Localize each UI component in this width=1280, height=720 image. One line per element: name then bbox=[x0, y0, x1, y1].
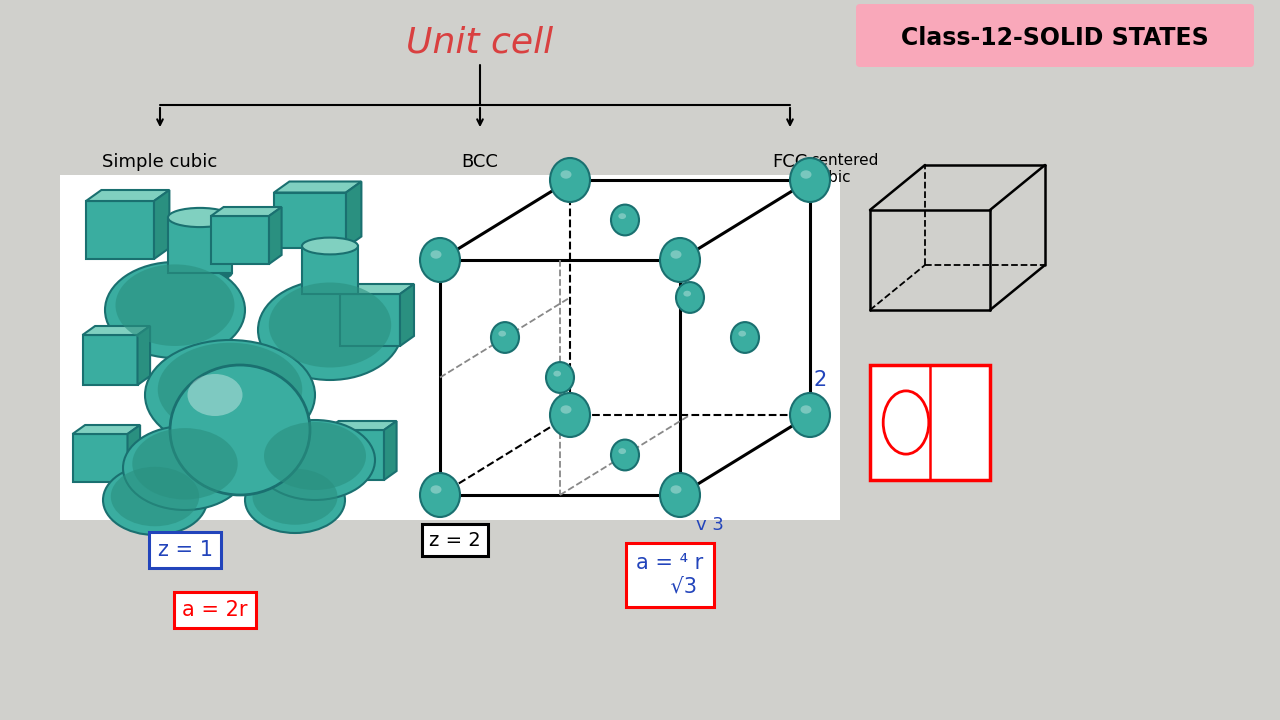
Ellipse shape bbox=[618, 213, 626, 219]
Polygon shape bbox=[137, 326, 150, 385]
Ellipse shape bbox=[790, 393, 829, 437]
Polygon shape bbox=[82, 326, 150, 335]
Ellipse shape bbox=[115, 264, 234, 346]
Bar bbox=[340, 294, 399, 346]
Ellipse shape bbox=[671, 485, 681, 494]
Bar bbox=[211, 216, 269, 264]
Ellipse shape bbox=[168, 263, 232, 282]
Text: a = ⁴ r
    √3: a = ⁴ r √3 bbox=[636, 554, 704, 597]
Ellipse shape bbox=[800, 171, 812, 179]
Ellipse shape bbox=[111, 467, 200, 526]
Text: Unit cell: Unit cell bbox=[407, 25, 553, 59]
Ellipse shape bbox=[684, 291, 691, 297]
Bar bbox=[82, 335, 137, 385]
Ellipse shape bbox=[739, 330, 746, 336]
Ellipse shape bbox=[660, 238, 700, 282]
Ellipse shape bbox=[550, 158, 590, 202]
Ellipse shape bbox=[660, 473, 700, 517]
Polygon shape bbox=[86, 190, 169, 201]
Ellipse shape bbox=[611, 204, 639, 235]
Bar bbox=[73, 434, 128, 482]
Polygon shape bbox=[128, 425, 140, 482]
Text: a = 2r: a = 2r bbox=[182, 600, 248, 620]
Ellipse shape bbox=[550, 393, 590, 437]
Ellipse shape bbox=[731, 322, 759, 353]
Ellipse shape bbox=[244, 467, 346, 533]
Ellipse shape bbox=[302, 238, 358, 254]
Ellipse shape bbox=[618, 449, 626, 454]
Ellipse shape bbox=[105, 262, 244, 358]
Polygon shape bbox=[154, 190, 169, 259]
Text: Class-12-SOLID STATES: Class-12-SOLID STATES bbox=[901, 26, 1208, 50]
Ellipse shape bbox=[157, 343, 302, 436]
Ellipse shape bbox=[187, 374, 242, 416]
Ellipse shape bbox=[302, 286, 358, 302]
Ellipse shape bbox=[561, 405, 571, 414]
Bar bbox=[326, 430, 384, 480]
Bar bbox=[870, 365, 989, 480]
Ellipse shape bbox=[259, 280, 402, 380]
Text: centered: centered bbox=[810, 153, 878, 168]
Polygon shape bbox=[211, 207, 282, 216]
Ellipse shape bbox=[132, 428, 238, 500]
Polygon shape bbox=[269, 207, 282, 264]
Ellipse shape bbox=[611, 440, 639, 470]
Text: cubic: cubic bbox=[810, 170, 851, 185]
Text: BCC: BCC bbox=[462, 153, 498, 171]
Ellipse shape bbox=[264, 422, 366, 490]
Ellipse shape bbox=[790, 158, 829, 202]
Polygon shape bbox=[73, 425, 140, 434]
Polygon shape bbox=[384, 421, 397, 480]
Ellipse shape bbox=[498, 330, 506, 336]
Text: FCC: FCC bbox=[772, 153, 808, 171]
Text: 2: 2 bbox=[813, 370, 827, 390]
Ellipse shape bbox=[430, 251, 442, 258]
Text: z = 2: z = 2 bbox=[429, 531, 481, 549]
Ellipse shape bbox=[102, 465, 207, 535]
Ellipse shape bbox=[145, 340, 315, 450]
FancyBboxPatch shape bbox=[856, 4, 1254, 67]
Ellipse shape bbox=[123, 426, 247, 510]
Polygon shape bbox=[340, 284, 413, 294]
Ellipse shape bbox=[561, 171, 571, 179]
Ellipse shape bbox=[430, 485, 442, 494]
Ellipse shape bbox=[676, 282, 704, 313]
Ellipse shape bbox=[168, 208, 232, 227]
Polygon shape bbox=[326, 421, 397, 430]
Ellipse shape bbox=[170, 365, 310, 495]
Bar bbox=[168, 217, 232, 272]
Ellipse shape bbox=[671, 251, 681, 258]
Bar bbox=[302, 246, 358, 294]
Ellipse shape bbox=[255, 420, 375, 500]
Ellipse shape bbox=[492, 322, 518, 353]
Text: Simple cubic: Simple cubic bbox=[102, 153, 218, 171]
Bar bbox=[86, 201, 154, 259]
Ellipse shape bbox=[553, 371, 561, 377]
Ellipse shape bbox=[252, 469, 338, 525]
Polygon shape bbox=[274, 181, 361, 192]
Ellipse shape bbox=[269, 282, 392, 367]
Bar bbox=[274, 192, 346, 248]
Polygon shape bbox=[346, 181, 361, 248]
Ellipse shape bbox=[800, 405, 812, 414]
Text: z = 1: z = 1 bbox=[157, 540, 212, 560]
Ellipse shape bbox=[547, 362, 573, 393]
Ellipse shape bbox=[420, 473, 460, 517]
Polygon shape bbox=[399, 284, 413, 346]
Ellipse shape bbox=[883, 391, 929, 454]
Text: v 3: v 3 bbox=[696, 516, 724, 534]
Bar bbox=[60, 175, 840, 520]
Ellipse shape bbox=[420, 238, 460, 282]
